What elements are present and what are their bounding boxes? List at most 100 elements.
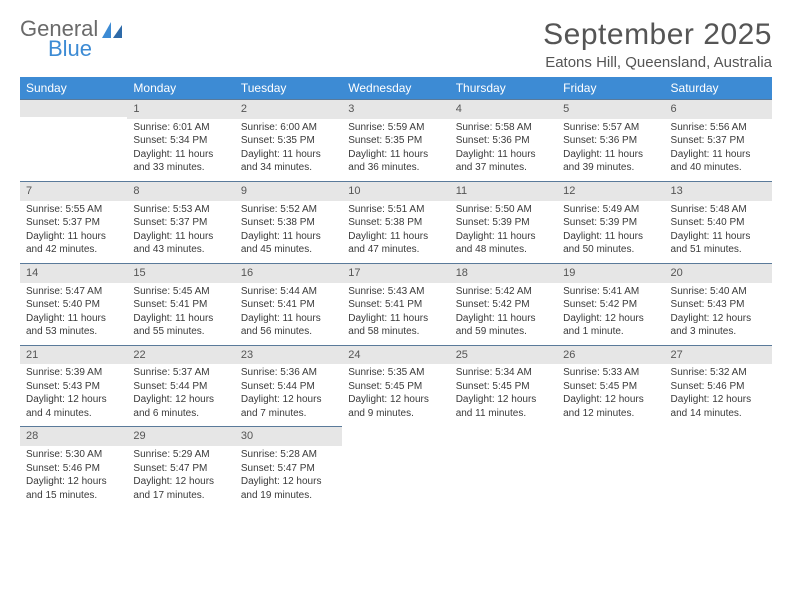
daylight-text: Daylight: 11 hours and 40 minutes. bbox=[671, 148, 766, 175]
sunset-text: Sunset: 5:47 PM bbox=[133, 462, 228, 476]
day-number-bar: 12 bbox=[557, 181, 664, 201]
sunset-text: Sunset: 5:41 PM bbox=[241, 298, 336, 312]
calendar-cell: 6 Sunrise: 5:56 AMSunset: 5:37 PMDaylight… bbox=[665, 99, 772, 181]
calendar-cell: 19 Sunrise: 5:41 AMSunset: 5:42 PMDayligh… bbox=[557, 263, 664, 345]
day-number-bar: 19 bbox=[557, 263, 664, 283]
day-number-bar: 10 bbox=[342, 181, 449, 201]
daylight-text: Daylight: 11 hours and 37 minutes. bbox=[456, 148, 551, 175]
day-number-bar: 24 bbox=[342, 345, 449, 365]
sunset-text: Sunset: 5:42 PM bbox=[456, 298, 551, 312]
day-number-bar: 8 bbox=[127, 181, 234, 201]
sunset-text: Sunset: 5:43 PM bbox=[671, 298, 766, 312]
day-body bbox=[450, 444, 557, 502]
calendar-cell: 14Sunrise: 5:47 AMSunset: 5:40 PMDayligh… bbox=[20, 263, 127, 345]
daylight-text: Daylight: 12 hours and 3 minutes. bbox=[671, 312, 766, 339]
calendar-cell: 22Sunrise: 5:37 AMSunset: 5:44 PMDayligh… bbox=[127, 345, 234, 427]
day-number-bar bbox=[20, 99, 127, 117]
sunrise-text: Sunrise: 6:01 AM bbox=[133, 121, 228, 135]
sunrise-text: Sunrise: 5:56 AM bbox=[671, 121, 766, 135]
day-number-bar: 5 bbox=[557, 99, 664, 119]
day-number-bar: 2 bbox=[235, 99, 342, 119]
logo-line2: Blue bbox=[48, 38, 98, 60]
sunset-text: Sunset: 5:39 PM bbox=[563, 216, 658, 230]
day-number-bar: 27 bbox=[665, 345, 772, 365]
day-number-bar bbox=[450, 426, 557, 444]
sunset-text: Sunset: 5:37 PM bbox=[671, 134, 766, 148]
day-body: Sunrise: 5:39 AMSunset: 5:43 PMDaylight:… bbox=[20, 364, 127, 426]
day-body: Sunrise: 5:55 AMSunset: 5:37 PMDaylight:… bbox=[20, 201, 127, 263]
calendar-cell: 15Sunrise: 5:45 AMSunset: 5:41 PMDayligh… bbox=[127, 263, 234, 345]
calendar-cell: 9Sunrise: 5:52 AMSunset: 5:38 PMDaylight… bbox=[235, 181, 342, 263]
day-body: Sunrise: 5:49 AMSunset: 5:39 PMDaylight:… bbox=[557, 201, 664, 263]
sunset-text: Sunset: 5:34 PM bbox=[133, 134, 228, 148]
sunset-text: Sunset: 5:44 PM bbox=[241, 380, 336, 394]
calendar-cell bbox=[20, 99, 127, 181]
day-header: Friday bbox=[557, 77, 664, 99]
day-body: Sunrise: 5:53 AMSunset: 5:37 PMDaylight:… bbox=[127, 201, 234, 263]
calendar-body: 1Sunrise: 6:01 AMSunset: 5:34 PMDaylight… bbox=[20, 99, 772, 508]
day-number-bar: 28 bbox=[20, 426, 127, 446]
calendar-week: 7Sunrise: 5:55 AMSunset: 5:37 PMDaylight… bbox=[20, 181, 772, 263]
daylight-text: Daylight: 12 hours and 4 minutes. bbox=[26, 393, 121, 420]
sunrise-text: Sunrise: 5:29 AM bbox=[133, 448, 228, 462]
day-body: Sunrise: 6:01 AMSunset: 5:34 PMDaylight:… bbox=[127, 119, 234, 181]
day-number-bar: 18 bbox=[450, 263, 557, 283]
day-header: Tuesday bbox=[235, 77, 342, 99]
day-header: Wednesday bbox=[342, 77, 449, 99]
logo-text: General Blue bbox=[20, 18, 98, 60]
day-body: Sunrise: 5:33 AMSunset: 5:45 PMDaylight:… bbox=[557, 364, 664, 426]
sunrise-text: Sunrise: 5:43 AM bbox=[348, 285, 443, 299]
day-number-bar: 9 bbox=[235, 181, 342, 201]
calendar-cell: 11Sunrise: 5:50 AMSunset: 5:39 PMDayligh… bbox=[450, 181, 557, 263]
day-body bbox=[665, 444, 772, 502]
calendar-cell bbox=[665, 426, 772, 508]
daylight-text: Daylight: 11 hours and 53 minutes. bbox=[26, 312, 121, 339]
daylight-text: Daylight: 12 hours and 1 minute. bbox=[563, 312, 658, 339]
day-number-bar: 20 bbox=[665, 263, 772, 283]
calendar-cell: 21Sunrise: 5:39 AMSunset: 5:43 PMDayligh… bbox=[20, 345, 127, 427]
sunrise-text: Sunrise: 5:41 AM bbox=[563, 285, 658, 299]
sunset-text: Sunset: 5:45 PM bbox=[456, 380, 551, 394]
sunrise-text: Sunrise: 5:34 AM bbox=[456, 366, 551, 380]
logo: General Blue bbox=[20, 18, 124, 60]
daylight-text: Daylight: 11 hours and 39 minutes. bbox=[563, 148, 658, 175]
calendar-week: 21Sunrise: 5:39 AMSunset: 5:43 PMDayligh… bbox=[20, 345, 772, 427]
sunrise-text: Sunrise: 5:40 AM bbox=[671, 285, 766, 299]
sunrise-text: Sunrise: 5:59 AM bbox=[348, 121, 443, 135]
daylight-text: Daylight: 11 hours and 58 minutes. bbox=[348, 312, 443, 339]
daylight-text: Daylight: 11 hours and 34 minutes. bbox=[241, 148, 336, 175]
day-header: Saturday bbox=[665, 77, 772, 99]
sunrise-text: Sunrise: 5:48 AM bbox=[671, 203, 766, 217]
daylight-text: Daylight: 12 hours and 17 minutes. bbox=[133, 475, 228, 502]
calendar-week: 1Sunrise: 6:01 AMSunset: 5:34 PMDaylight… bbox=[20, 99, 772, 181]
day-body: Sunrise: 5:36 AMSunset: 5:44 PMDaylight:… bbox=[235, 364, 342, 426]
sunset-text: Sunset: 5:41 PM bbox=[133, 298, 228, 312]
day-body: Sunrise: 5:47 AMSunset: 5:40 PMDaylight:… bbox=[20, 283, 127, 345]
day-number-bar: 22 bbox=[127, 345, 234, 365]
daylight-text: Daylight: 12 hours and 15 minutes. bbox=[26, 475, 121, 502]
day-body: Sunrise: 5:35 AMSunset: 5:45 PMDaylight:… bbox=[342, 364, 449, 426]
calendar-cell bbox=[450, 426, 557, 508]
day-header: Monday bbox=[127, 77, 234, 99]
day-number-bar: 4 bbox=[450, 99, 557, 119]
day-number-bar: 14 bbox=[20, 263, 127, 283]
sunset-text: Sunset: 5:42 PM bbox=[563, 298, 658, 312]
calendar-week: 14Sunrise: 5:47 AMSunset: 5:40 PMDayligh… bbox=[20, 263, 772, 345]
sunset-text: Sunset: 5:38 PM bbox=[241, 216, 336, 230]
day-body: Sunrise: 5:57 AMSunset: 5:36 PMDaylight:… bbox=[557, 119, 664, 181]
day-number-bar bbox=[665, 426, 772, 444]
sunset-text: Sunset: 5:35 PM bbox=[241, 134, 336, 148]
sunset-text: Sunset: 5:46 PM bbox=[26, 462, 121, 476]
day-number-bar: 30 bbox=[235, 426, 342, 446]
sunset-text: Sunset: 5:37 PM bbox=[26, 216, 121, 230]
day-number-bar: 6 bbox=[665, 99, 772, 119]
logo-sail-icon bbox=[102, 22, 124, 45]
sunrise-text: Sunrise: 5:39 AM bbox=[26, 366, 121, 380]
title-block: September 2025 Eatons Hill, Queensland, … bbox=[543, 18, 772, 71]
sunset-text: Sunset: 5:46 PM bbox=[671, 380, 766, 394]
sunrise-text: Sunrise: 5:52 AM bbox=[241, 203, 336, 217]
calendar-cell: 13Sunrise: 5:48 AMSunset: 5:40 PMDayligh… bbox=[665, 181, 772, 263]
day-number-bar: 3 bbox=[342, 99, 449, 119]
daylight-text: Daylight: 11 hours and 36 minutes. bbox=[348, 148, 443, 175]
sunset-text: Sunset: 5:40 PM bbox=[671, 216, 766, 230]
